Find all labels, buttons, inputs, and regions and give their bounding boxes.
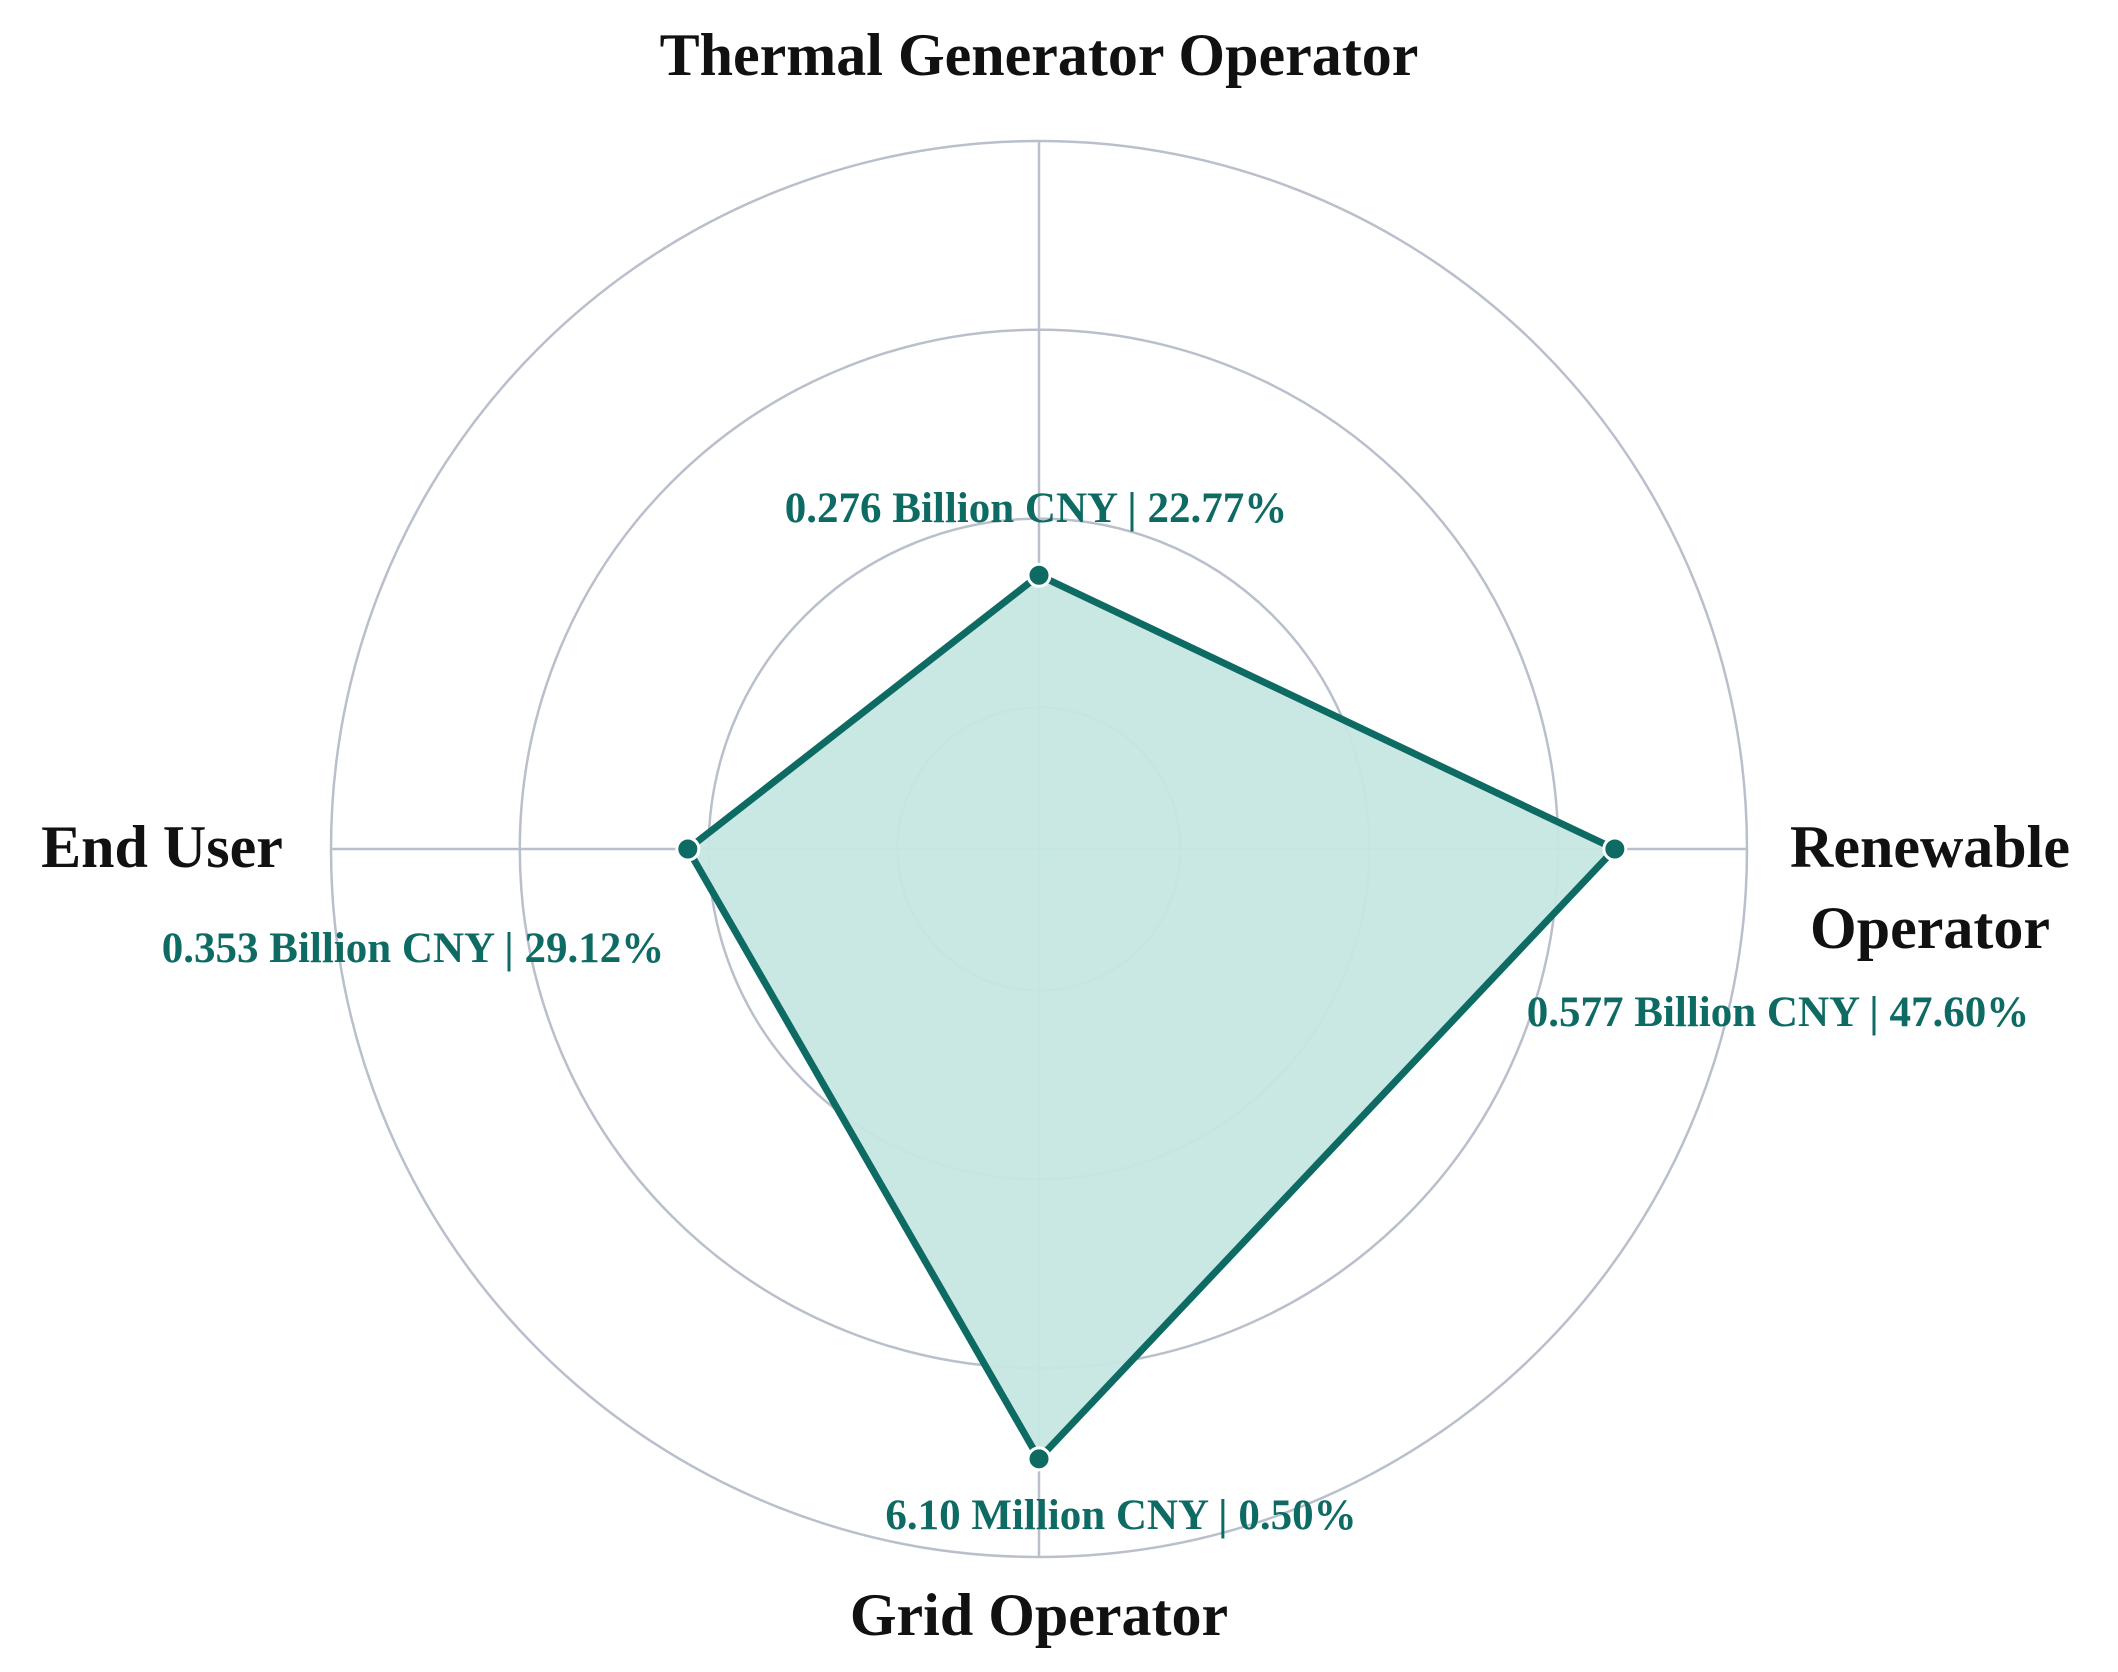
- radar-point: [1026, 562, 1052, 588]
- radar-area: [683, 571, 1621, 1465]
- category-label: Thermal Generator Operator: [660, 22, 1419, 88]
- category-label: End User: [41, 814, 283, 880]
- category-label: Renewable Operator: [1790, 814, 2070, 961]
- radar-point: [675, 836, 701, 862]
- value-annotation: 0.276 Billion CNY | 22.77%: [785, 485, 1287, 532]
- value-annotation: 0.353 Billion CNY | 29.12%: [162, 925, 664, 972]
- value-annotation: 0.577 Billion CNY | 47.60%: [1527, 989, 2029, 1036]
- category-label: Grid Operator: [850, 1582, 1228, 1648]
- value-annotation: 6.10 Million CNY | 0.50%: [885, 1492, 1356, 1539]
- radar-point: [1602, 836, 1628, 862]
- radar-point: [1026, 1446, 1052, 1472]
